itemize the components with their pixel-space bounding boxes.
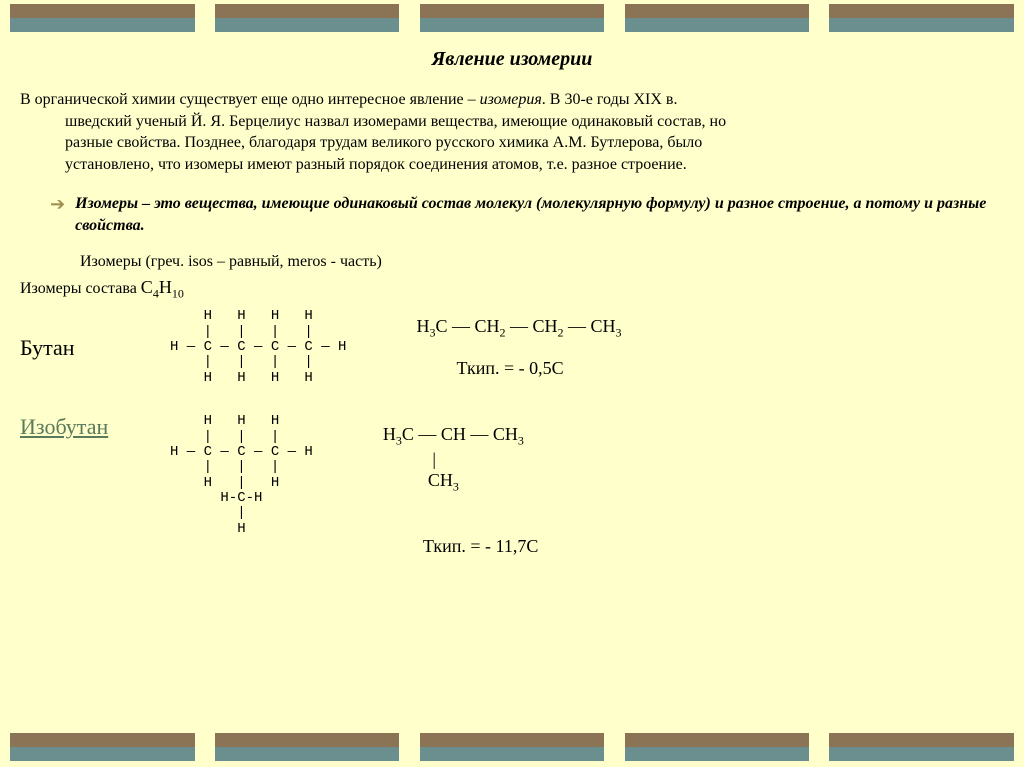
isobutane-structural: H H H | | | H — C — C — C — H | | | H | … — [170, 414, 313, 537]
butane-structural: H H H H | | | | H — C — C — C — C — H | … — [170, 309, 346, 386]
formula-label: Изомеры состава — [20, 280, 141, 297]
isobutane-right: H3C — CH — CH3 | CH3 Ткип. = - 11,7С — [383, 424, 539, 557]
slide-title: Явление изомерии — [20, 48, 1004, 71]
intro-paragraph: В органической химии существует еще одно… — [20, 89, 1004, 175]
butane-condensed: H3C — CH2 — CH2 — CH3 — [416, 316, 621, 341]
butane-tkip: Ткип. = - 0,5С — [416, 358, 621, 379]
isobutane-row: Изобутан H H H | | | H — C — C — C — H |… — [20, 414, 1004, 557]
butane-row: Бутан H H H H | | | | H — C — C — C — C … — [20, 309, 1004, 386]
border-bottom — [0, 729, 1024, 767]
para-l2: шведский ученый Й. Я. Берцелиус назвал и… — [20, 111, 1004, 133]
border-top — [0, 0, 1024, 38]
para-l4: установлено, что изомеры имеют разный по… — [20, 154, 1004, 176]
butane-right: H3C — CH2 — CH2 — CH3 Ткип. = - 0,5С — [416, 316, 621, 380]
etymology: Изомеры (греч. isos – равный, meros - ча… — [20, 253, 1004, 271]
arrow-icon: ➔ — [50, 193, 65, 236]
isobutane-condensed: H3C — CH — CH3 | CH3 — [383, 424, 539, 494]
slide-content: Явление изомерии В органической химии су… — [20, 48, 1004, 719]
formula: C4H10 — [141, 277, 184, 297]
definition-text: Изомеры – это вещества, имеющие одинаков… — [75, 193, 1004, 236]
para-l1: В органической химии существует еще одно… — [20, 91, 677, 108]
formula-line: Изомеры состава C4H10 — [20, 277, 1004, 302]
isobutane-label: Изобутан — [20, 414, 140, 440]
para-l3: разные свойства. Позднее, благодаря труд… — [20, 132, 1004, 154]
isobutane-tkip: Ткип. = - 11,7С — [383, 536, 539, 557]
definition-block: ➔ Изомеры – это вещества, имеющие одинак… — [20, 193, 1004, 236]
butane-label: Бутан — [20, 335, 140, 361]
